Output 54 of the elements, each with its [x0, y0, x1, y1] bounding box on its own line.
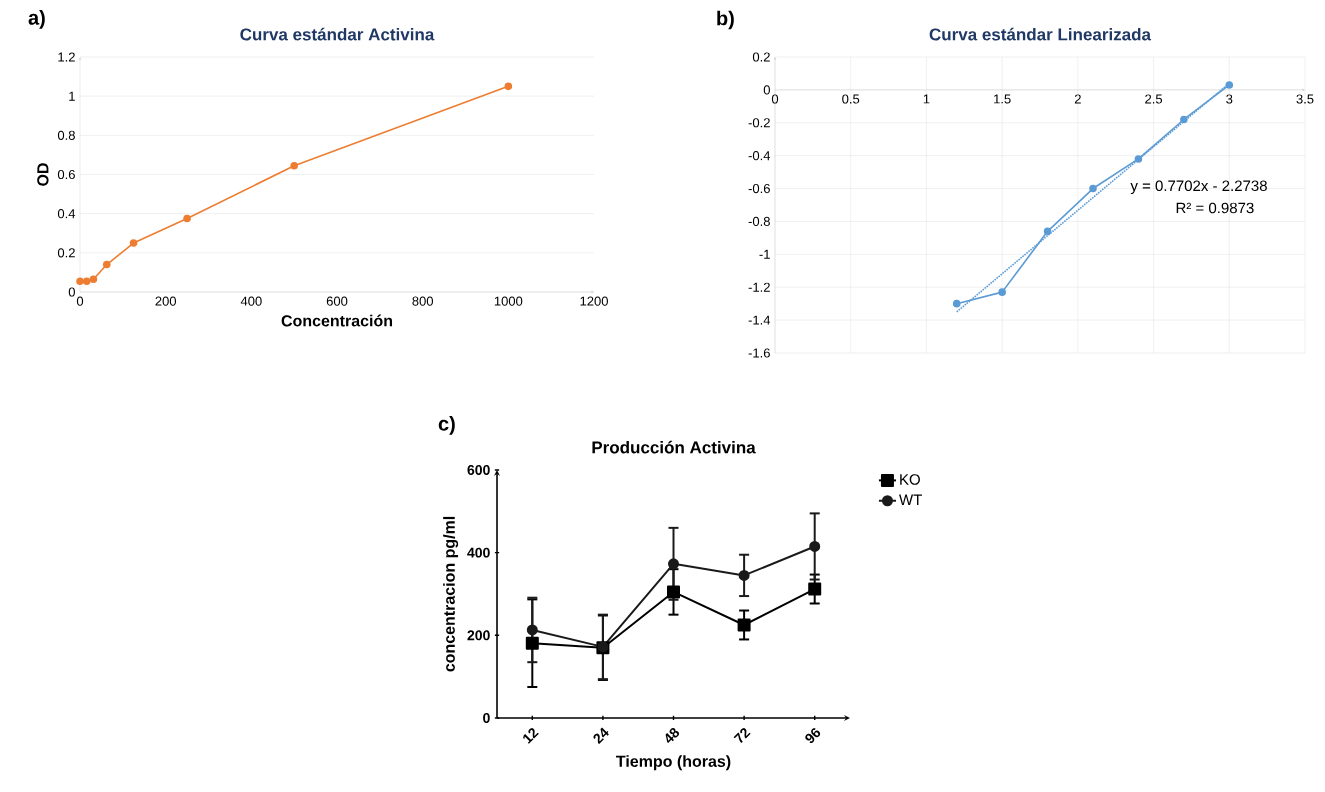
chart-title: Curva estándar Activina [240, 27, 435, 41]
y-tick-label: -1.2 [748, 282, 770, 292]
text: a) [28, 10, 45, 29]
annotation: y = 0.7702x - 2.2738 [1130, 180, 1267, 195]
y-tick-label: 0 [68, 287, 75, 297]
chart-title: Producción Activina [592, 440, 756, 454]
x-tick-label: 24 [593, 727, 609, 745]
x-tick-label: 1000 [494, 296, 523, 306]
text: b) [717, 10, 734, 30]
x-tick-label: 72 [733, 728, 751, 744]
x-tick-label: 600 [326, 296, 348, 306]
y-tick-label: 0 [763, 85, 770, 95]
y-tick-label: 1.2 [58, 52, 75, 62]
x-tick-label: 3.5 [1296, 94, 1314, 104]
legend-label: WT [899, 494, 922, 505]
x-axis-title: Tiempo (horas) [616, 755, 731, 771]
y-tick-label: -0.2 [748, 118, 770, 128]
x-tick-label: 0.5 [842, 94, 860, 104]
annotation: R² = 0.9873 [1176, 202, 1254, 214]
x-tick-label: 1.5 [994, 94, 1011, 104]
y-tick-label: 600 [467, 465, 490, 475]
y-tick-label: -0.8 [748, 216, 770, 227]
legend-label: KO [900, 474, 920, 485]
chart-title: Curva estándar Linearizada [929, 27, 1152, 41]
text: c) [438, 416, 455, 435]
y-tick-label: -1.4 [748, 315, 771, 325]
y-tick-label: 0.6 [57, 169, 75, 180]
x-tick-label: 3 [1226, 94, 1233, 104]
x-tick-label: 12 [523, 728, 539, 744]
y-axis-title: OD [37, 163, 49, 186]
x-tick-label: 48 [665, 728, 680, 743]
y-tick-label: -0.6 [748, 183, 770, 194]
y-tick-label: 400 [467, 547, 490, 558]
x-tick-label: 800 [412, 296, 434, 306]
x-tick-label: 400 [240, 296, 262, 306]
y-tick-label: -1.6 [748, 348, 770, 358]
y-tick-label: -0.4 [748, 151, 771, 161]
y-tick-label: 200 [467, 630, 490, 641]
x-tick-label: 2.5 [1145, 94, 1163, 104]
x-tick-label: 200 [155, 296, 177, 306]
x-tick-label: 2 [1074, 94, 1081, 104]
y-axis-title: concentracion pg/ml [443, 516, 459, 672]
y-tick-label: 0.4 [57, 209, 76, 219]
y-tick-label: 0.8 [57, 130, 75, 140]
x-tick-label: 0 [771, 94, 779, 104]
x-tick-label: 0 [76, 296, 84, 306]
y-tick-label: 0.2 [57, 248, 75, 258]
y-tick-label: -1 [759, 249, 770, 259]
x-axis-title: Concentración [281, 314, 393, 327]
x-tick-label: 1200 [580, 296, 608, 306]
y-tick-label: 0 [483, 713, 490, 723]
x-tick-label: 96 [805, 728, 821, 743]
y-tick-label: 0.2 [752, 52, 770, 62]
x-tick-label: 1 [923, 94, 930, 104]
